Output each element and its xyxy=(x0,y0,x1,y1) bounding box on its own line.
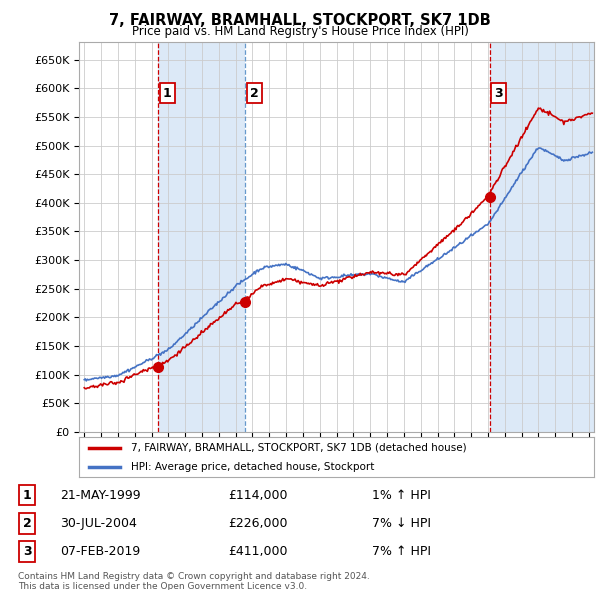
Text: 07-FEB-2019: 07-FEB-2019 xyxy=(60,545,140,558)
Text: Contains HM Land Registry data © Crown copyright and database right 2024.: Contains HM Land Registry data © Crown c… xyxy=(18,572,370,581)
Bar xyxy=(158,42,245,432)
Text: 2: 2 xyxy=(23,517,31,530)
Text: 3: 3 xyxy=(23,545,31,558)
Text: 7, FAIRWAY, BRAMHALL, STOCKPORT, SK7 1DB (detached house): 7, FAIRWAY, BRAMHALL, STOCKPORT, SK7 1DB… xyxy=(131,443,466,453)
Text: 7% ↑ HPI: 7% ↑ HPI xyxy=(372,545,431,558)
Text: 1: 1 xyxy=(23,489,31,502)
Text: 7, FAIRWAY, BRAMHALL, STOCKPORT, SK7 1DB: 7, FAIRWAY, BRAMHALL, STOCKPORT, SK7 1DB xyxy=(109,13,491,28)
Text: 21-MAY-1999: 21-MAY-1999 xyxy=(60,489,140,502)
Text: £226,000: £226,000 xyxy=(228,517,287,530)
Text: Price paid vs. HM Land Registry's House Price Index (HPI): Price paid vs. HM Land Registry's House … xyxy=(131,25,469,38)
Bar xyxy=(490,42,594,432)
Text: 2: 2 xyxy=(250,87,259,100)
Text: 1: 1 xyxy=(163,87,172,100)
Text: £411,000: £411,000 xyxy=(228,545,287,558)
Text: 7% ↓ HPI: 7% ↓ HPI xyxy=(372,517,431,530)
Text: HPI: Average price, detached house, Stockport: HPI: Average price, detached house, Stoc… xyxy=(131,462,374,471)
Text: 30-JUL-2004: 30-JUL-2004 xyxy=(60,517,137,530)
Text: £114,000: £114,000 xyxy=(228,489,287,502)
Text: 1% ↑ HPI: 1% ↑ HPI xyxy=(372,489,431,502)
Text: This data is licensed under the Open Government Licence v3.0.: This data is licensed under the Open Gov… xyxy=(18,582,307,590)
Text: 3: 3 xyxy=(494,87,503,100)
